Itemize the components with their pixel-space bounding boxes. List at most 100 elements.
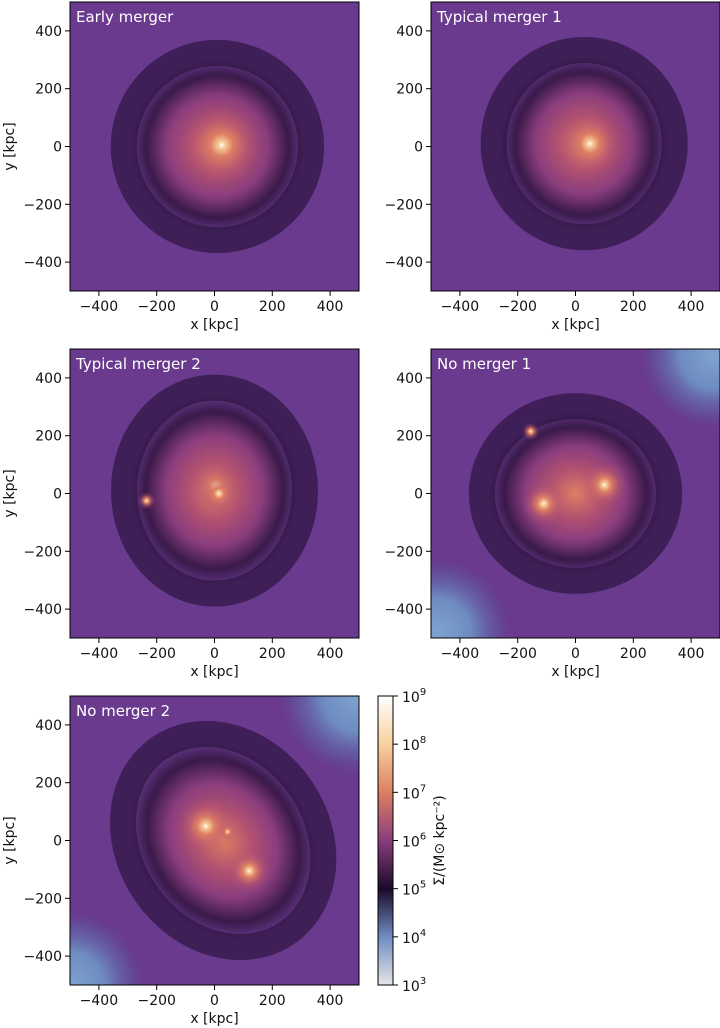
y-tick-label: −400	[24, 602, 62, 618]
x-tick-label: −400	[80, 646, 118, 662]
y-tick-label: 400	[396, 371, 423, 387]
x-tick-label: −200	[498, 299, 536, 315]
x-tick-label: −400	[80, 299, 118, 315]
y-tick-label: −200	[24, 891, 62, 907]
panel-title: No merger 1	[437, 355, 531, 373]
density-map	[70, 2, 359, 291]
x-tick-label: −400	[441, 646, 479, 662]
y-tick-label: 0	[53, 487, 62, 503]
y-tick-label: 400	[35, 371, 62, 387]
x-tick-label: 400	[317, 299, 344, 315]
x-tick-label: 400	[678, 646, 705, 662]
density-peak	[522, 422, 540, 441]
x-tick-label: −400	[441, 299, 479, 315]
density-peak	[137, 492, 156, 510]
colorbar-gradient	[377, 695, 394, 986]
x-tick-label: 200	[259, 646, 286, 662]
y-tick-label: −400	[385, 255, 423, 271]
y-tick-label: 400	[396, 24, 423, 40]
density-map	[70, 696, 359, 985]
y-axis-label: y [kpc]	[2, 469, 18, 517]
x-tick-label: −200	[137, 299, 175, 315]
y-tick-label: −200	[24, 197, 62, 213]
low-density-region	[431, 557, 512, 638]
density-map	[70, 349, 359, 638]
x-tick-label: 200	[620, 646, 647, 662]
panel-4: No merger 1 −400 −200 0 200 400 −400 −200 0 200 40…	[385, 348, 720, 680]
density-peak	[581, 461, 628, 508]
x-tick-label: 200	[259, 993, 286, 1009]
x-tick-label: 200	[259, 299, 286, 315]
y-tick-label: 0	[414, 487, 423, 503]
x-tick-label: 400	[317, 993, 344, 1009]
colorbar-label: Σ/(M⊙ kpc⁻²)	[432, 795, 448, 885]
panel-title: Early merger	[76, 8, 174, 26]
panel-3: Typical merger 2 −400 −200 0 200 400 −400 −200 0…	[2, 348, 360, 680]
low-density-region	[70, 909, 146, 985]
y-tick-label: 0	[53, 834, 62, 850]
panel-title: Typical merger 1	[436, 8, 562, 26]
x-axis-label: x [kpc]	[190, 1011, 238, 1027]
colorbar-tick-label: 106	[402, 832, 426, 851]
density-peak	[218, 823, 237, 841]
panel-2: Typical merger 1 −400 −200 0 200 400 −400 −200 0…	[385, 1, 720, 333]
panel-title: Typical merger 2	[75, 355, 201, 373]
x-tick-label: 0	[210, 299, 219, 315]
density-peak	[201, 476, 237, 511]
y-tick-label: 200	[35, 82, 62, 98]
low-density-region	[278, 696, 359, 777]
x-tick-label: 0	[571, 299, 580, 315]
density-peak	[227, 849, 271, 893]
y-tick-label: −200	[385, 197, 423, 213]
dark-ring	[110, 39, 325, 254]
y-tick-label: −400	[385, 602, 423, 618]
density-peak	[522, 481, 566, 526]
x-tick-label: 0	[210, 646, 219, 662]
y-axis-label: y [kpc]	[2, 122, 18, 170]
y-tick-label: 0	[53, 140, 62, 156]
x-axis-label: x [kpc]	[190, 317, 238, 333]
colorbar-tick-label: 103	[402, 976, 426, 995]
panel-title: No merger 2	[76, 702, 170, 720]
x-tick-label: 0	[571, 646, 580, 662]
density-peak	[184, 107, 260, 183]
density-map	[431, 2, 720, 291]
dark-ring	[109, 720, 337, 961]
colorbar-tick-label: 109	[402, 687, 426, 706]
halo	[488, 412, 663, 575]
x-axis-label: x [kpc]	[551, 317, 599, 333]
panel-5: No merger 2 −400 −200 0 200 400 −400 −200 0 200 40…	[2, 695, 360, 1027]
y-tick-label: 0	[414, 140, 423, 156]
y-tick-label: −200	[385, 544, 423, 560]
low-density-region	[639, 349, 720, 430]
x-tick-label: −200	[137, 646, 175, 662]
y-tick-label: 400	[35, 24, 62, 40]
dark-ring	[468, 393, 683, 594]
y-tick-label: 200	[35, 776, 62, 792]
y-tick-label: 200	[396, 429, 423, 445]
colorbar-tick-label: 105	[402, 880, 426, 899]
colorbar: 103 104 105 106 107 108 109 Σ/(M⊙ kpc⁻²)	[377, 687, 448, 995]
panel-1: Early merger −400 −200 0 200 400 −400 −200 0 200 4…	[2, 1, 360, 333]
y-tick-label: −400	[24, 949, 62, 965]
density-peak	[176, 797, 235, 855]
x-tick-label: −400	[80, 993, 118, 1009]
y-axis-label: y [kpc]	[2, 816, 18, 864]
x-axis-label: x [kpc]	[551, 664, 599, 680]
y-tick-label: 200	[396, 82, 423, 98]
density-peak	[558, 111, 622, 176]
y-tick-label: 200	[35, 429, 62, 445]
x-tick-label: 400	[317, 646, 344, 662]
x-axis-label: x [kpc]	[190, 664, 238, 680]
x-tick-label: 400	[678, 299, 705, 315]
y-tick-label: −400	[24, 255, 62, 271]
x-tick-label: −200	[137, 993, 175, 1009]
y-tick-label: −200	[24, 544, 62, 560]
colorbar-tick-label: 104	[402, 928, 426, 947]
colorbar-tick-label: 107	[402, 783, 426, 802]
colorbar-tick-label: 108	[402, 735, 426, 754]
x-tick-label: 200	[620, 299, 647, 315]
x-tick-label: −200	[498, 646, 536, 662]
density-map	[431, 349, 720, 638]
